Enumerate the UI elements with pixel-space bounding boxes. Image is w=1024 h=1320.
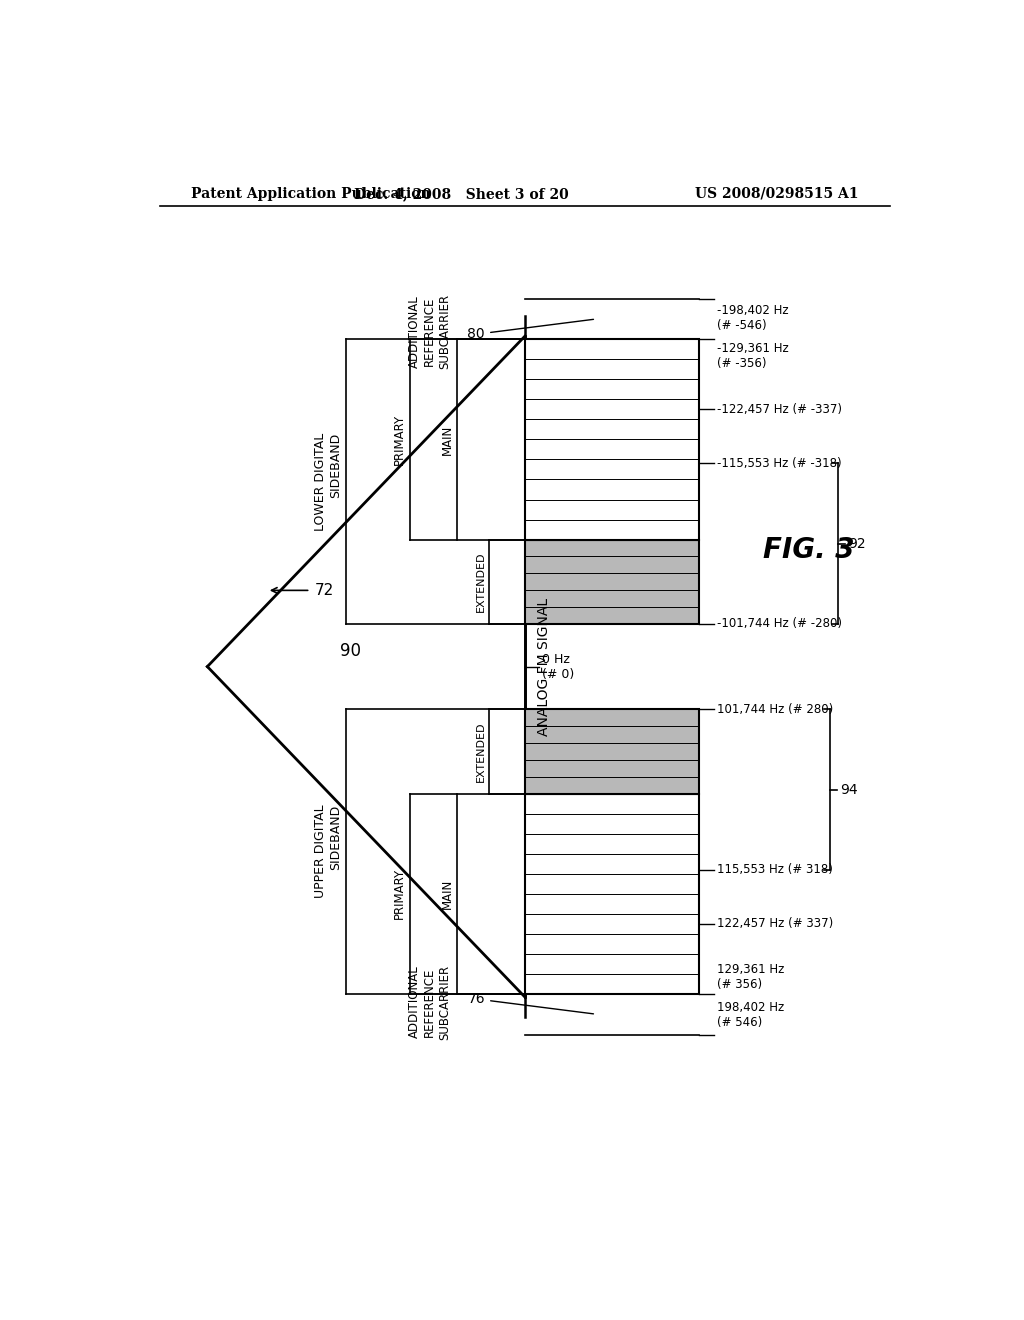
Text: 101,744 Hz (# 280): 101,744 Hz (# 280) <box>717 702 834 715</box>
Text: -129,361 Hz
(# -356): -129,361 Hz (# -356) <box>717 342 788 371</box>
Text: 122,457 Hz (# 337): 122,457 Hz (# 337) <box>717 917 834 931</box>
Bar <box>524 793 699 994</box>
Text: 72: 72 <box>314 583 334 598</box>
Text: Patent Application Publication: Patent Application Publication <box>191 187 431 201</box>
Text: ANALOG FM SIGNAL: ANALOG FM SIGNAL <box>537 598 551 735</box>
Bar <box>524 339 699 540</box>
Text: LOWER DIGITAL
SIDEBAND: LOWER DIGITAL SIDEBAND <box>314 433 342 531</box>
Text: EXTENDED: EXTENDED <box>476 552 486 612</box>
Text: PRIMARY: PRIMARY <box>393 414 406 465</box>
Text: -198,402 Hz
(# -546): -198,402 Hz (# -546) <box>717 304 788 331</box>
Text: US 2008/0298515 A1: US 2008/0298515 A1 <box>694 187 858 201</box>
Bar <box>524 709 699 793</box>
Text: -101,744 Hz (# -280): -101,744 Hz (# -280) <box>717 618 842 631</box>
Text: ADDITIONAL
REFERENCE
SUBCARRIER: ADDITIONAL REFERENCE SUBCARRIER <box>409 965 451 1040</box>
Bar <box>524 540 699 624</box>
Text: 115,553 Hz (# 318): 115,553 Hz (# 318) <box>717 863 833 876</box>
Text: 80: 80 <box>468 319 594 342</box>
Text: FIG. 3: FIG. 3 <box>763 536 854 564</box>
Text: 92: 92 <box>848 537 865 550</box>
Text: 90: 90 <box>340 643 360 660</box>
Text: UPPER DIGITAL
SIDEBAND: UPPER DIGITAL SIDEBAND <box>314 805 342 899</box>
Text: 76: 76 <box>468 991 594 1014</box>
Text: EXTENDED: EXTENDED <box>476 721 486 781</box>
Text: 0 Hz
(# 0): 0 Hz (# 0) <box>543 652 574 681</box>
Text: 129,361 Hz
(# 356): 129,361 Hz (# 356) <box>717 962 784 991</box>
Text: 198,402 Hz
(# 546): 198,402 Hz (# 546) <box>717 1002 784 1030</box>
Text: Dec. 4, 2008   Sheet 3 of 20: Dec. 4, 2008 Sheet 3 of 20 <box>354 187 568 201</box>
Text: -122,457 Hz (# -337): -122,457 Hz (# -337) <box>717 403 842 416</box>
Text: 94: 94 <box>840 783 857 796</box>
Text: ADDITIONAL
REFERENCE
SUBCARRIER: ADDITIONAL REFERENCE SUBCARRIER <box>409 293 451 368</box>
Text: PRIMARY: PRIMARY <box>393 869 406 919</box>
Text: -115,553 Hz (# -318): -115,553 Hz (# -318) <box>717 457 842 470</box>
Text: MAIN: MAIN <box>441 424 455 454</box>
Text: MAIN: MAIN <box>441 879 455 909</box>
